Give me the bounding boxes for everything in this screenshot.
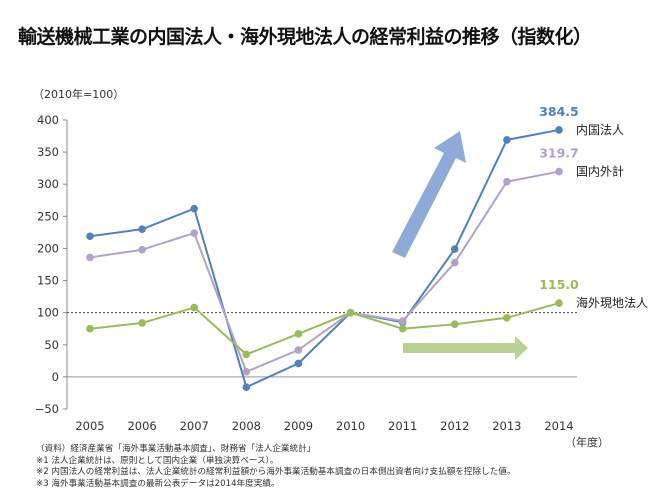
chart-title: 輸送機械工業の内国法人・海外現地法人の経常利益の推移（指数化） [18, 26, 592, 48]
data-point [398, 324, 407, 333]
data-point [346, 308, 355, 317]
y-tick-label: 350 [37, 145, 59, 159]
y-tick-label: −50 [35, 402, 59, 416]
data-point [86, 253, 94, 262]
data-point [86, 324, 94, 333]
series-name-label: 海外現地法人 [576, 295, 648, 310]
note-2: ※2 内国法人の経常利益は、法人企業統計の経常利益額から海外事業活動基本調査の日… [36, 467, 516, 477]
unit-label: （2010年=100） [33, 87, 124, 101]
y-tick-label: 400 [37, 113, 59, 127]
end-value-label: 115.0 [539, 277, 579, 292]
x-axis-label: （年度） [565, 435, 609, 449]
data-point [190, 303, 199, 312]
series-line [89, 170, 560, 373]
data-point [138, 319, 146, 327]
trend-arrows [392, 131, 528, 360]
source-notes: （資料）経済産業省「海外事業活動基本調査」、財務省「法人企業統計」 ※1 法人企… [36, 444, 515, 490]
y-tick-label: 0 [52, 370, 59, 384]
series-line [89, 128, 560, 389]
arrow-right-shape [403, 336, 528, 360]
chart-axes: −50 0 50 100 150 200 250 300 350 400 2005 2006 2007 2… [33, 87, 609, 449]
data-point [503, 136, 511, 144]
y-tick-label: 100 [37, 306, 59, 320]
data-point [450, 258, 459, 267]
data-point [503, 314, 511, 322]
data-point [398, 317, 407, 325]
y-tick-label: 150 [37, 274, 59, 288]
note-3: ※3 海外事業活動基本調査の最新公表データは2014年度実績。 [36, 478, 280, 489]
data-point [294, 359, 303, 368]
data-point [503, 177, 511, 186]
data-point [242, 350, 251, 359]
x-tick-label: 2008 [232, 419, 261, 433]
end-value-label: 384.5 [539, 104, 579, 119]
data-point [138, 225, 146, 233]
data-point [138, 245, 146, 254]
source-note: （資料）経済産業省「海外事業活動基本調査」、財務省「法人企業統計」 [36, 444, 316, 454]
y-tick-label: 200 [37, 241, 59, 255]
y-tick-label: 50 [44, 338, 59, 352]
data-point [555, 167, 563, 176]
note-1: ※1 法人企業統計は、原則として国内企業（単独決算ベース）。 [36, 455, 279, 466]
y-tick-label: 250 [37, 209, 59, 223]
x-tick-label: 2011 [388, 419, 417, 433]
series-line [89, 302, 560, 356]
x-tick-label: 2006 [127, 419, 156, 433]
data-point [190, 204, 199, 213]
series-name-label: 内国法人 [576, 123, 624, 137]
data-point [294, 346, 303, 354]
data-point [242, 383, 251, 391]
series-name-label: 国内外計 [576, 164, 624, 179]
x-tick-label: 2005 [75, 419, 104, 433]
series-labels: 384.5 内国法人 319.7 国内外計 115.0 海外現地法人 [539, 104, 648, 310]
y-tick-label: 300 [37, 177, 59, 191]
data-point [294, 330, 303, 338]
data-point [190, 229, 199, 237]
data-point [86, 232, 94, 241]
x-tick-label: 2010 [336, 419, 365, 433]
x-tick-label: 2013 [492, 419, 521, 433]
data-point [555, 299, 563, 307]
arrow-up-shape [392, 131, 466, 258]
series-layer [86, 126, 563, 391]
x-tick-label: 2007 [180, 419, 209, 433]
data-point [242, 367, 251, 376]
data-point [450, 320, 459, 329]
data-point [555, 126, 563, 134]
data-point [450, 245, 459, 253]
x-tick-label: 2009 [284, 419, 313, 433]
x-tick-label: 2012 [440, 419, 469, 433]
end-value-label: 319.7 [539, 146, 579, 161]
x-tick-label: 2014 [544, 419, 573, 433]
